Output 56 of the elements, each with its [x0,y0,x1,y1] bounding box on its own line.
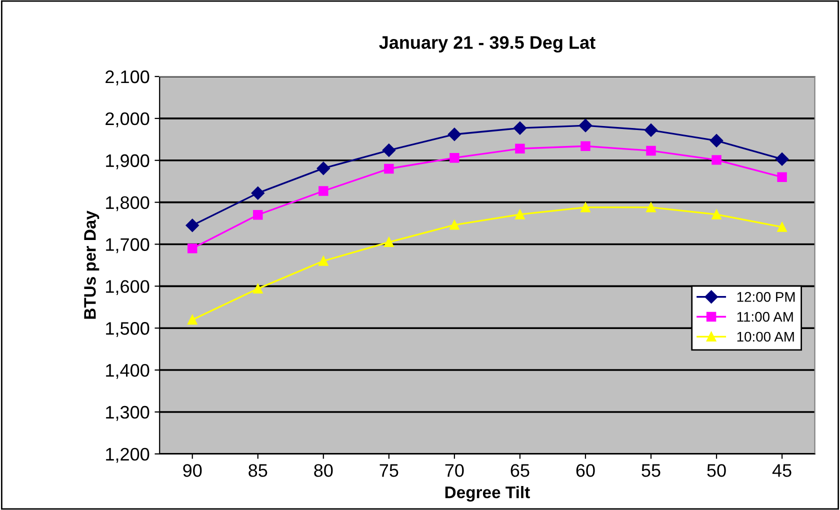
point [777,222,787,232]
y-tick-label: 1,400 [106,364,150,379]
point [316,162,330,175]
y-tick-label: 1,300 [106,406,150,421]
point [186,218,199,232]
chart-title: January 21 - 39.5 Deg Lat [379,36,596,53]
point [253,284,263,294]
point [580,141,590,151]
x-tick-label: 80 [314,464,333,477]
point [775,152,789,166]
point [318,186,328,196]
x-tick-label: 90 [183,464,202,477]
y-tick-label: 1,600 [106,280,150,296]
point [777,172,787,182]
y-tick-label: 2,100 [106,70,150,86]
y-axis-title: BTUs per Day [84,210,100,319]
x-axis-title: Degree Tilt [445,486,530,502]
x-tick-label: 60 [576,464,595,477]
legend-label: 12:00 PM [737,292,795,302]
point [382,144,396,157]
point [384,237,394,247]
legend-label: 10:00 AM [737,332,794,342]
point [578,118,592,132]
point [580,202,590,212]
y-tick-label: 1,900 [106,154,150,170]
point [253,210,263,220]
x-tick-label: 65 [510,464,530,477]
y-tick-label: 2,000 [106,112,150,128]
point [710,134,724,148]
y-tick-label: 1,800 [106,196,150,212]
point [251,186,264,200]
legend-label: 11:00 AM [737,312,793,322]
point [450,220,460,230]
x-tick-label: 50 [707,464,726,477]
point [646,146,656,156]
point [384,164,394,174]
y-tick-label: 1,200 [106,448,150,463]
point [712,210,722,220]
point [318,256,328,266]
point [644,124,658,137]
point [646,202,656,212]
point [712,155,722,165]
point [448,128,462,141]
point [188,244,198,254]
x-tick-label: 45 [772,464,792,477]
x-tick-label: 70 [445,464,464,477]
point [450,152,460,163]
point [188,314,198,325]
point [515,144,525,154]
y-tick-label: 1,700 [106,238,150,254]
x-tick-label: 75 [380,464,398,477]
point [513,121,527,135]
y-tick-label: 1,500 [106,322,150,337]
x-tick-label: 55 [642,464,660,477]
x-tick-label: 85 [248,464,268,477]
point [515,210,525,220]
